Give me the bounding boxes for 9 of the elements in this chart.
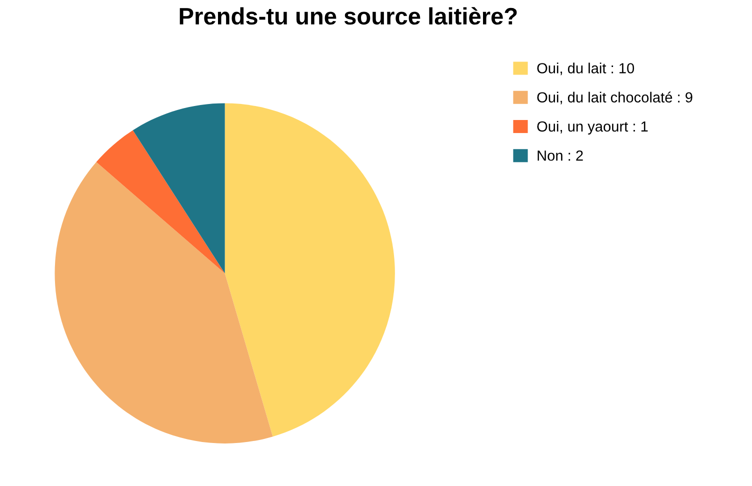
pie-slice xyxy=(132,103,225,274)
legend-label: Oui, du lait chocolaté : 9 xyxy=(537,92,692,104)
legend-label: Oui, un yaourt : 1 xyxy=(537,120,648,135)
legend-label: Non : 2 xyxy=(538,150,583,161)
pie-slice xyxy=(54,162,273,444)
legend-label: Oui, du lait : 10 xyxy=(537,62,634,76)
pie-slice xyxy=(96,130,225,274)
chart-title: Prends-tu une source laitière? xyxy=(180,7,517,25)
pie-slice xyxy=(224,103,395,437)
